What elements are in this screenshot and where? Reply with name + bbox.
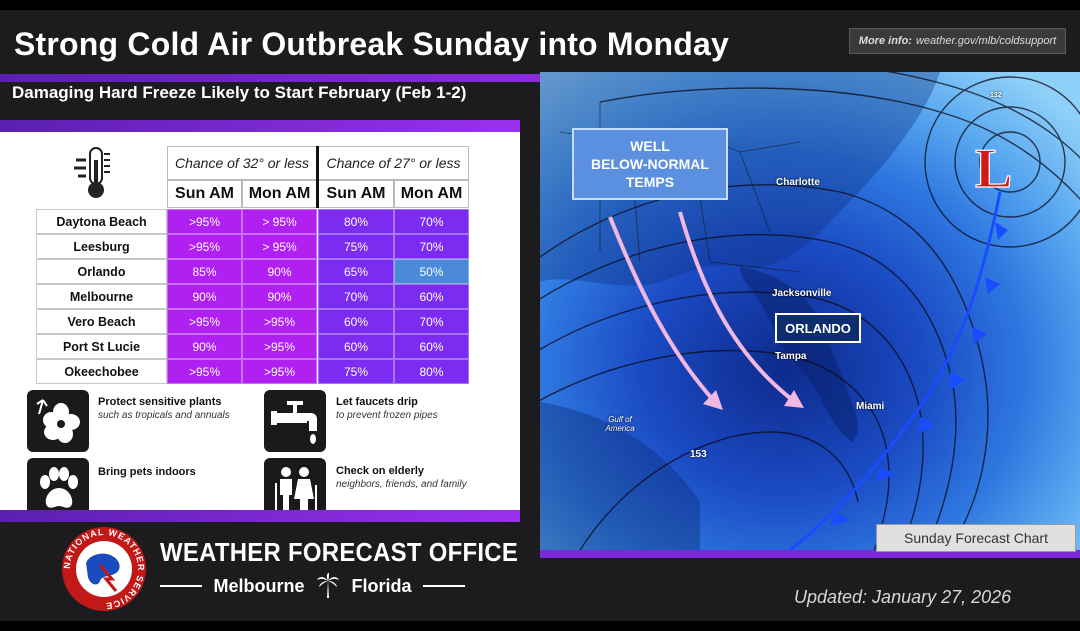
orlando-map-label: ORLANDO <box>775 313 861 343</box>
table-cell: 60% <box>318 309 394 334</box>
map-label-charlotte: Charlotte <box>776 177 820 188</box>
table-cell: 90% <box>242 284 317 309</box>
tip-title-faucets: Let faucets drip <box>336 396 418 408</box>
table-cell: > 95% <box>242 209 317 234</box>
thermometer-icon <box>74 147 110 198</box>
map-label-isobar-132: 132 <box>990 92 1002 99</box>
table-cell: >95% <box>167 209 242 234</box>
well-line-3: TEMPS <box>625 174 675 190</box>
office-location: Melbourne Florida <box>160 573 465 599</box>
table-row-city: Okeechobee <box>36 359 167 384</box>
hibiscus-icon <box>27 390 89 452</box>
chart-caption: Sunday Forecast Chart <box>876 524 1076 552</box>
tip-sub-faucets: to prevent frozen pipes <box>336 410 438 421</box>
table-cell: >95% <box>242 309 317 334</box>
tip-title-plants: Protect sensitive plants <box>98 396 222 408</box>
accent-bar <box>0 510 520 522</box>
table-cell: >95% <box>167 309 242 334</box>
office-state: Florida <box>351 575 412 596</box>
table-row-city: Daytona Beach <box>36 209 167 234</box>
well-line-1: WELL <box>630 138 670 154</box>
more-info-link[interactable]: More info: weather.gov/mlb/coldsupport <box>849 28 1066 54</box>
table-cell: 90% <box>167 334 242 359</box>
table-cell: >95% <box>167 234 242 259</box>
divider-line <box>422 585 465 587</box>
table-cell: 70% <box>394 234 469 259</box>
well-line-2: BELOW-NORMAL <box>591 156 709 172</box>
updated-date: Updated: January 27, 2026 <box>794 587 1012 607</box>
table-cell: 60% <box>394 334 469 359</box>
accent-bar <box>0 74 540 82</box>
table-row-city: Orlando <box>36 259 167 284</box>
page-title: Strong Cold Air Outbreak Sunday into Mon… <box>14 26 729 62</box>
table-cell: >95% <box>242 334 317 359</box>
table-row-city: Port St Lucie <box>36 334 167 359</box>
accent-bar <box>540 550 1080 558</box>
page-subtitle: Damaging Hard Freeze Likely to Start Feb… <box>12 83 467 102</box>
table-cell: 80% <box>318 209 394 234</box>
table-cell: >95% <box>242 359 317 384</box>
map-label-tampa: Tampa <box>775 351 807 362</box>
table-cell: 90% <box>242 259 317 284</box>
map-label-jacksonville: Jacksonville <box>772 288 832 299</box>
faucet-icon <box>264 390 326 452</box>
tip-sub-elderly: neighbors, friends, and family <box>336 479 467 490</box>
office-title: WEATHER FORECAST OFFICE <box>160 537 519 567</box>
paw-icon <box>27 458 89 520</box>
col-mon-am-32: Mon AM <box>242 180 317 208</box>
column-divider <box>316 146 319 208</box>
table-cell: 80% <box>394 359 469 384</box>
table-cell: 70% <box>318 284 394 309</box>
table-cell: 85% <box>167 259 242 284</box>
nws-logo: NATIONAL WEATHER SERVICE <box>62 527 146 611</box>
table-row-city: Vero Beach <box>36 309 167 334</box>
map-label-miami: Miami <box>856 401 885 412</box>
low-pressure-symbol: L <box>975 138 1012 200</box>
table-cell: 60% <box>318 334 394 359</box>
table-cell: 70% <box>394 309 469 334</box>
table-cell: 65% <box>318 259 394 284</box>
col-sun-am-27: Sun AM <box>318 180 394 208</box>
tip-sub-plants: such as tropicals and annuals <box>98 410 230 421</box>
table-cell: 75% <box>318 234 394 259</box>
map-label-gulf: Gulf of America <box>605 415 635 433</box>
divider-line <box>160 585 202 587</box>
table-row-city: Leesburg <box>36 234 167 259</box>
header-chance-27: Chance of 27° or less <box>318 146 469 180</box>
header-chance-32: Chance of 32° or less <box>167 146 317 180</box>
well-below-normal-label: WELL BELOW-NORMAL TEMPS <box>572 128 728 200</box>
more-info-url: weather.gov/mlb/coldsupport <box>915 35 1057 47</box>
table-cell: 75% <box>318 359 394 384</box>
table-cell: 90% <box>167 284 242 309</box>
tip-title-elderly: Check on elderly <box>336 465 425 477</box>
office-city: Melbourne <box>213 575 305 596</box>
table-cell: 50% <box>394 259 469 284</box>
table-cell: 60% <box>394 284 469 309</box>
more-info-label: More info: <box>858 35 912 47</box>
tip-title-pets: Bring pets indoors <box>98 466 196 478</box>
table-cell: > 95% <box>242 234 317 259</box>
forecast-map: L <box>540 72 1080 550</box>
table-row-city: Melbourne <box>36 284 167 309</box>
table-cell: 70% <box>394 209 469 234</box>
col-mon-am-27: Mon AM <box>394 180 469 208</box>
map-label-isobar-153: 153 <box>690 449 707 460</box>
palm-tree-icon <box>316 573 339 598</box>
table-cell: >95% <box>167 359 242 384</box>
accent-bar <box>0 120 520 132</box>
content-panel: Chance of 32° or less Chance of 27° or l… <box>0 132 520 520</box>
elderly-icon <box>264 458 326 520</box>
col-sun-am-32: Sun AM <box>167 180 242 208</box>
